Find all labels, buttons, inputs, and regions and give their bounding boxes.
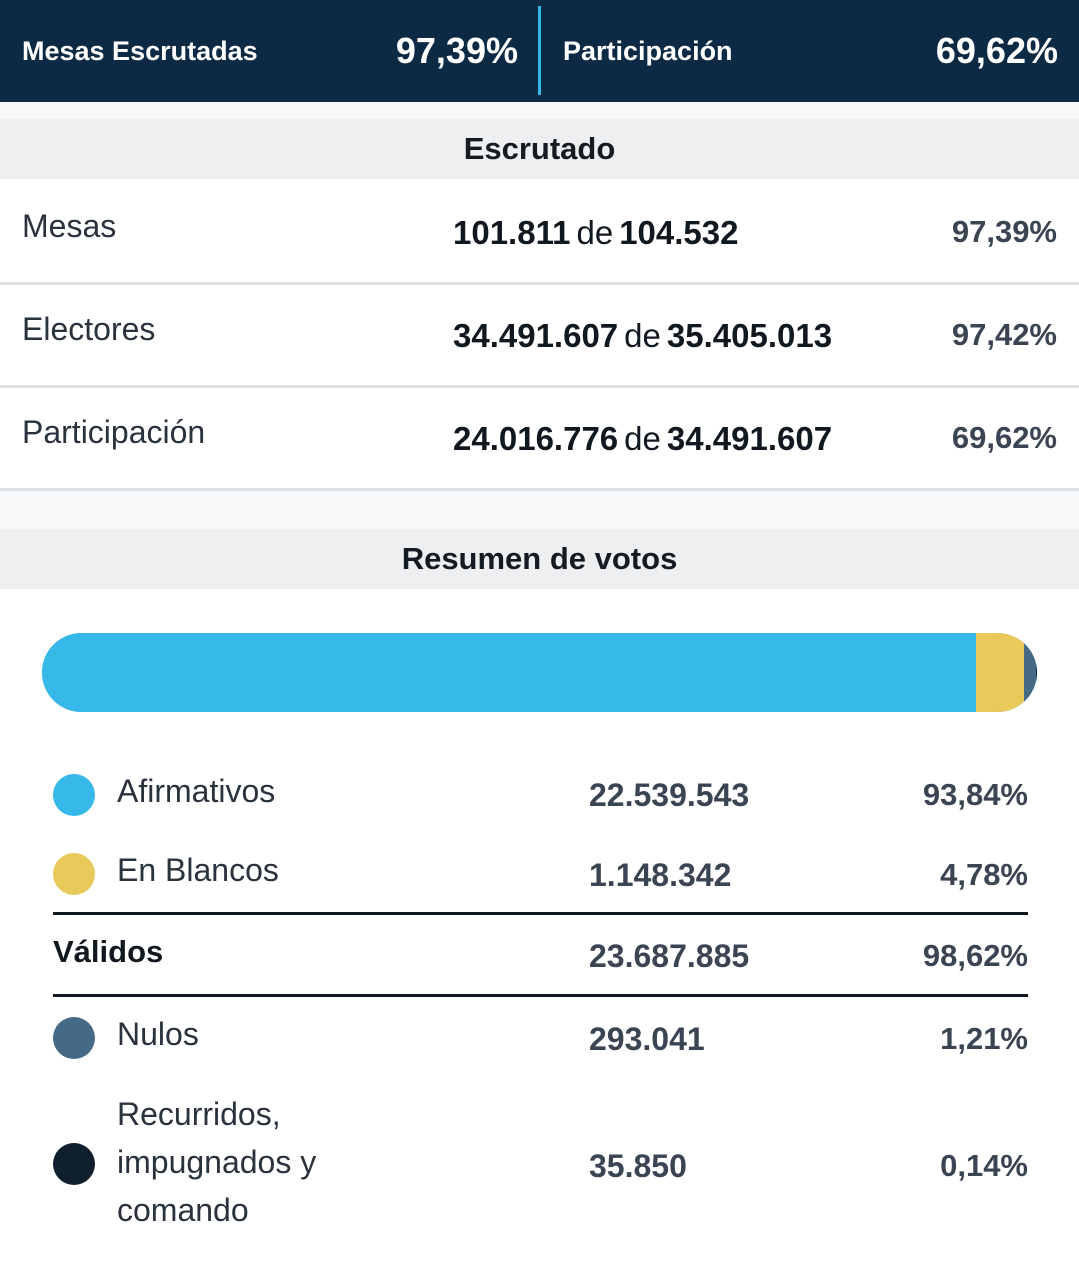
escrutado-row-mesas: Mesas 101.811 de 104.532 97,39% (0, 182, 1079, 285)
row-value: 101.811 (453, 214, 571, 251)
row-value: 24.016.776 (453, 420, 619, 457)
section-title-escrutado: Escrutado (0, 119, 1079, 179)
participacion-value: 69,62% (935, 30, 1058, 71)
row-de: de (624, 420, 661, 457)
vote-label: Recurridos, impugnados y comando (117, 1096, 317, 1228)
row-de: de (624, 317, 661, 354)
escrutado-row-participacion: Participación 24.016.776 de 34.491.607 69,… (0, 388, 1079, 491)
vote-percent: 1,21% (940, 1021, 1028, 1056)
escrutado-row-electores: Electores 34.491.607 de 35.405.013 97,42% (0, 285, 1079, 388)
vote-count: 293.041 (589, 1021, 705, 1057)
nulos-segment (1023, 633, 1036, 712)
row-percent: 97,39% (951, 214, 1057, 249)
recurridos-color-dot (53, 1143, 95, 1185)
afirmativos-segment (42, 633, 976, 712)
row-label: Electores (22, 311, 156, 347)
vote-percent: 98,62% (922, 938, 1028, 973)
divider-line (53, 912, 1028, 915)
row-total: 104.532 (619, 214, 739, 251)
recurridos-segment (1035, 633, 1037, 712)
row-counts: 101.811 de 104.532 (453, 214, 738, 252)
row-label: Mesas (22, 208, 117, 244)
vote-label: Nulos (117, 1016, 199, 1052)
vote-percent: 0,14% (940, 1148, 1028, 1183)
row-counts: 24.016.776 de 34.491.607 (453, 420, 832, 458)
vote-count: 23.687.885 (589, 938, 750, 974)
row-total: 34.491.607 (666, 420, 833, 457)
vote-row-afirmativos: Afirmativos 22.539.543 93,84% (0, 765, 1079, 825)
row-counts: 34.491.607 de 35.405.013 (453, 317, 832, 355)
row-percent: 97,42% (951, 317, 1057, 352)
header-divider (538, 6, 541, 95)
row-value: 34.491.607 (453, 317, 619, 354)
afirmativos-color-dot (53, 774, 95, 816)
spacer (0, 102, 1079, 122)
vote-row-recurridos: Recurridos, impugnados y comando 35.850 … (0, 1090, 1079, 1240)
blancos-segment (975, 633, 1024, 712)
row-percent: 69,62% (951, 420, 1057, 455)
vote-count: 22.539.543 (589, 777, 750, 813)
participacion-label: Participación (563, 35, 733, 66)
vote-label: En Blancos (117, 852, 279, 888)
row-total: 35.405.013 (666, 317, 833, 354)
mesas-escrutadas-label: Mesas Escrutadas (22, 35, 258, 66)
vote-row-nulos: Nulos 293.041 1,21% (0, 1009, 1079, 1069)
vote-percent: 4,78% (940, 857, 1028, 892)
mesas-escrutadas-value: 97,39% (395, 30, 518, 71)
section-title-resumen: Resumen de votos (0, 529, 1079, 589)
nulos-color-dot (53, 1017, 95, 1059)
summary-header: Mesas Escrutadas 97,39% Participación 69… (0, 0, 1079, 102)
vote-distribution-bar (42, 633, 1037, 712)
row-label: Participación (22, 414, 206, 450)
vote-label: Válidos (53, 934, 164, 969)
vote-percent: 93,84% (922, 777, 1028, 812)
row-de: de (576, 214, 614, 251)
divider-line (53, 994, 1028, 997)
vote-count: 1.148.342 (589, 857, 732, 893)
blancos-color-dot (53, 853, 95, 895)
vote-label: Afirmativos (117, 773, 276, 809)
vote-row-blancos: En Blancos 1.148.342 4,78% (0, 845, 1079, 905)
vote-row-validos: Válidos 23.687.885 98,62% (0, 925, 1079, 985)
vote-count: 35.850 (589, 1148, 687, 1184)
spacer (0, 491, 1079, 529)
